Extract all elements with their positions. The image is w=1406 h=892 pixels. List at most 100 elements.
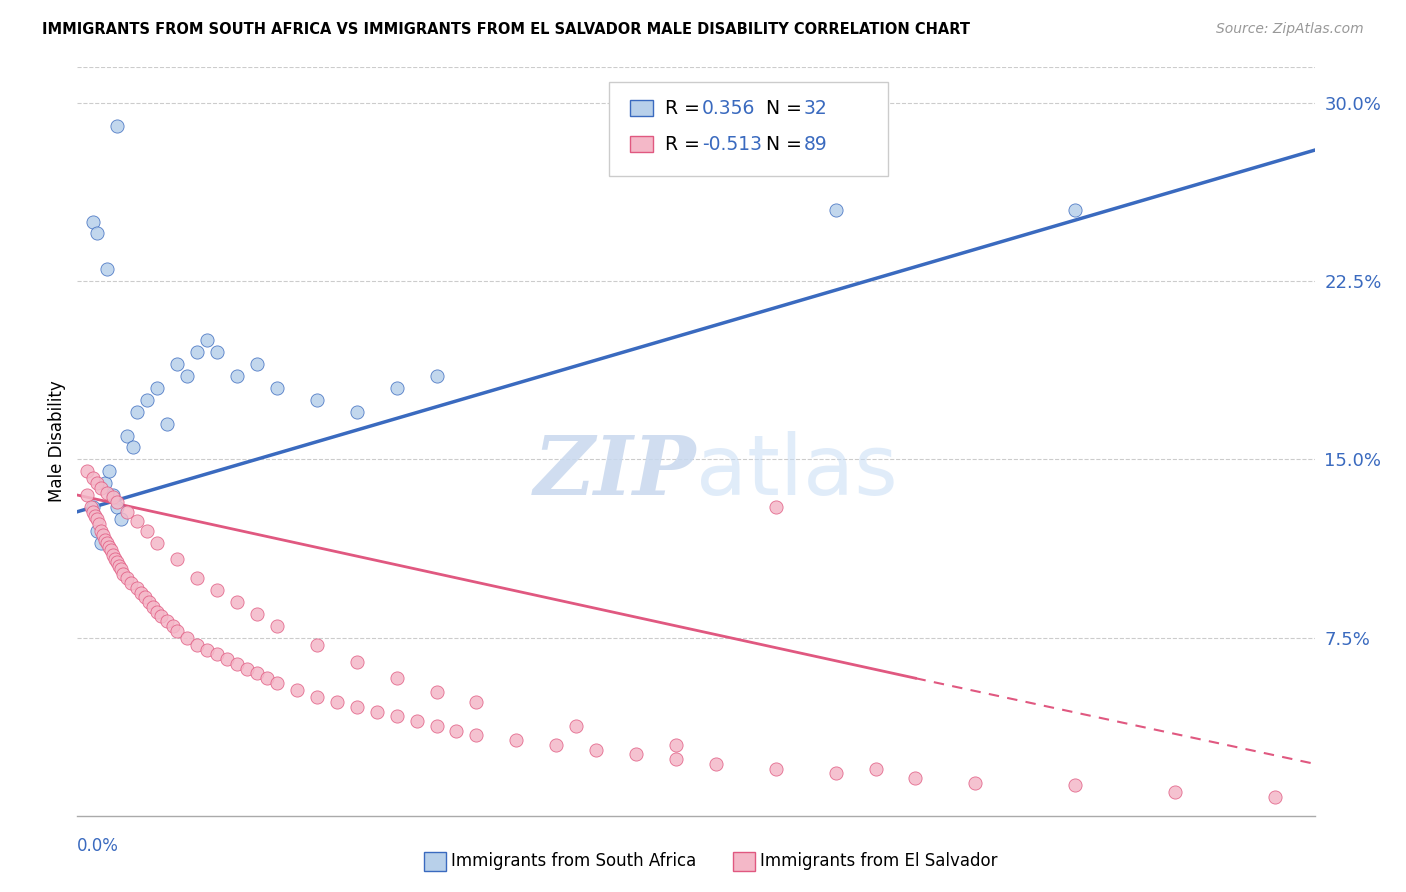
Point — [110, 512, 132, 526]
Point — [765, 500, 787, 514]
Point — [346, 655, 368, 669]
Point — [90, 535, 112, 549]
Point — [105, 500, 128, 514]
Point — [94, 533, 117, 548]
Point — [110, 562, 132, 576]
Point — [236, 662, 259, 676]
Point — [1264, 790, 1286, 805]
Point — [565, 719, 588, 733]
Point — [226, 657, 249, 671]
Point — [366, 705, 388, 719]
Point — [127, 514, 149, 528]
Point — [146, 535, 169, 549]
Point — [385, 709, 408, 723]
Point — [186, 638, 208, 652]
FancyBboxPatch shape — [733, 852, 755, 871]
Text: 32: 32 — [804, 99, 827, 118]
Point — [86, 476, 108, 491]
Point — [285, 683, 308, 698]
Text: 0.356: 0.356 — [702, 99, 755, 118]
FancyBboxPatch shape — [630, 100, 652, 116]
Point — [127, 581, 149, 595]
Point — [546, 738, 568, 752]
Point — [82, 214, 104, 228]
FancyBboxPatch shape — [423, 852, 446, 871]
Text: R =: R = — [665, 135, 706, 153]
Point — [186, 571, 208, 585]
Text: 89: 89 — [804, 135, 827, 153]
Point — [84, 509, 107, 524]
Point — [425, 719, 447, 733]
Point — [195, 334, 218, 348]
Point — [305, 392, 328, 407]
Point — [86, 524, 108, 538]
Point — [138, 595, 160, 609]
Text: IMMIGRANTS FROM SOUTH AFRICA VS IMMIGRANTS FROM EL SALVADOR MALE DISABILITY CORR: IMMIGRANTS FROM SOUTH AFRICA VS IMMIGRAN… — [42, 22, 970, 37]
Point — [904, 771, 927, 785]
Point — [266, 676, 288, 690]
Text: N =: N = — [754, 99, 808, 118]
Point — [76, 464, 98, 478]
Point — [103, 548, 125, 562]
Point — [166, 552, 188, 566]
Point — [226, 595, 249, 609]
Point — [105, 495, 128, 509]
Point — [82, 471, 104, 485]
Point — [146, 605, 169, 619]
Point — [704, 756, 727, 771]
Point — [1164, 785, 1187, 799]
Point — [166, 624, 188, 638]
Point — [765, 762, 787, 776]
FancyBboxPatch shape — [609, 82, 887, 176]
Text: Immigrants from El Salvador: Immigrants from El Salvador — [761, 852, 998, 870]
Point — [205, 648, 228, 662]
Point — [98, 541, 121, 555]
Text: R =: R = — [665, 99, 706, 118]
Point — [115, 428, 138, 442]
Point — [122, 441, 145, 455]
Point — [96, 535, 118, 549]
Text: ZIP: ZIP — [533, 432, 696, 511]
Point — [465, 695, 488, 709]
Point — [425, 685, 447, 699]
Point — [346, 699, 368, 714]
Point — [82, 500, 104, 514]
Point — [865, 762, 887, 776]
Point — [86, 227, 108, 241]
Point — [103, 488, 125, 502]
Point — [585, 742, 607, 756]
Point — [129, 585, 152, 599]
Point — [266, 381, 288, 395]
Point — [91, 528, 114, 542]
Point — [965, 776, 987, 790]
Point — [266, 619, 288, 633]
Point — [205, 345, 228, 359]
Point — [226, 369, 249, 384]
Point — [1064, 778, 1087, 792]
Point — [186, 345, 208, 359]
Text: 0.0%: 0.0% — [77, 838, 120, 855]
Point — [82, 505, 104, 519]
Point — [96, 485, 118, 500]
Text: Immigrants from South Africa: Immigrants from South Africa — [451, 852, 696, 870]
Point — [120, 576, 142, 591]
Point — [665, 738, 688, 752]
Point — [665, 752, 688, 766]
Point — [90, 481, 112, 495]
Point — [96, 262, 118, 277]
Point — [127, 405, 149, 419]
Point — [346, 405, 368, 419]
Point — [246, 357, 269, 371]
Point — [166, 357, 188, 371]
Point — [156, 614, 179, 628]
Point — [80, 500, 103, 514]
Point — [104, 552, 127, 566]
Point — [162, 619, 184, 633]
Point — [134, 591, 156, 605]
Point — [465, 728, 488, 742]
Point — [1064, 202, 1087, 217]
Point — [385, 381, 408, 395]
Point — [195, 642, 218, 657]
Point — [824, 202, 846, 217]
Point — [89, 516, 111, 531]
